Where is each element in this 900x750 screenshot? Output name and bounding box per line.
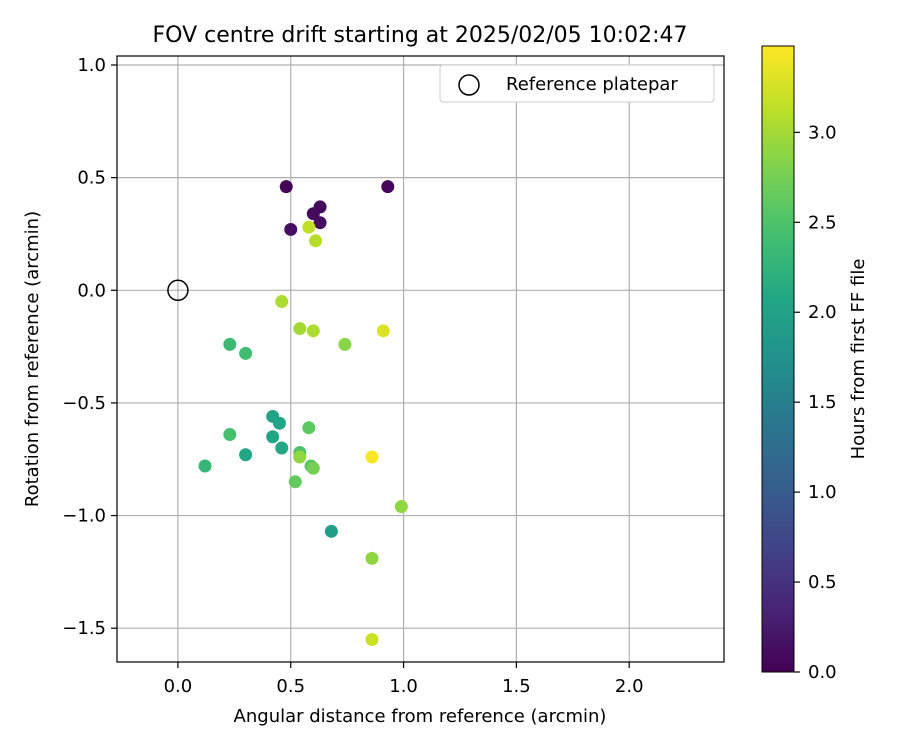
data-point (306, 461, 320, 475)
data-point (266, 430, 280, 444)
colorbar-gradient (761, 45, 795, 673)
data-point (365, 551, 379, 565)
data-point (293, 450, 307, 464)
legend: Reference platepar (439, 64, 715, 103)
colorbar-tick-label: 2.0 (808, 302, 837, 323)
colorbar-label: Hours from first FF file (848, 259, 869, 460)
data-point (275, 441, 289, 455)
y-tick-label: −1.5 (62, 618, 106, 639)
colorbar: 0.0 0.5 1.0 1.5 2.0 2.5 3.0 Hours from first F… (761, 45, 869, 683)
y-axis-label: Rotation from reference (arcmin) (22, 211, 43, 507)
reference-platepar-marker (167, 279, 189, 302)
chart-title: FOV centre drift starting at 2025/02/05 … (153, 23, 688, 48)
data-point (324, 524, 338, 538)
x-tick-label: 2.0 (615, 676, 644, 697)
data-point (272, 416, 286, 430)
data-point (376, 324, 390, 338)
data-point (365, 632, 379, 646)
data-point (275, 295, 289, 309)
y-tick-label: 0.5 (77, 168, 106, 189)
colorbar-tick-label: 0.5 (808, 572, 837, 593)
data-point (394, 500, 408, 514)
y-tick-label: 1.0 (77, 55, 106, 76)
data-point (309, 234, 323, 248)
data-point (279, 180, 293, 194)
data-point (306, 324, 320, 338)
data-points (198, 180, 408, 646)
colorbar-tick-label: 1.5 (808, 392, 837, 413)
legend-box (439, 64, 715, 103)
data-point (313, 216, 327, 230)
data-point (198, 459, 212, 473)
y-tick-label: −1.0 (62, 506, 106, 527)
x-tick-label: 1.0 (389, 676, 418, 697)
data-point (239, 346, 253, 360)
colorbar-tick-label: 2.5 (808, 212, 837, 233)
x-tick-label: 0.0 (164, 676, 193, 697)
data-point (338, 337, 352, 351)
x-tick-label: 1.5 (502, 676, 531, 697)
data-point (306, 207, 320, 221)
data-point (239, 448, 253, 462)
data-point (302, 220, 316, 234)
y-tick-label: 0.0 (77, 280, 106, 301)
legend-marker-reference (458, 74, 480, 96)
data-point (288, 475, 302, 489)
data-point (302, 421, 316, 435)
x-tick-label: 0.5 (276, 676, 305, 697)
colorbar-tick-label: 3.0 (808, 122, 837, 143)
x-axis-ticks: 0.0 0.5 1.0 1.5 2.0 (164, 662, 644, 697)
plot-frame (116, 55, 725, 663)
colorbar-tick-label: 0.0 (808, 662, 837, 683)
colorbar-tick-label: 1.0 (808, 482, 837, 503)
colorbar-ticks: 0.0 0.5 1.0 1.5 2.0 2.5 3.0 (794, 122, 837, 683)
reference-layer (167, 279, 189, 302)
data-point (381, 180, 395, 194)
data-point (223, 427, 237, 441)
y-tick-label: −0.5 (62, 393, 106, 414)
plot-area (117, 56, 724, 662)
data-point (223, 337, 237, 351)
data-point (293, 322, 307, 336)
data-point (284, 222, 298, 236)
legend-entry-reference: Reference platepar (506, 74, 678, 95)
grid-lines (117, 56, 724, 662)
x-axis-label: Angular distance from reference (arcmin) (234, 706, 607, 727)
y-axis-ticks: −1.5 −1.0 −0.5 0.0 0.5 1.0 (62, 55, 117, 639)
data-point (365, 450, 379, 464)
